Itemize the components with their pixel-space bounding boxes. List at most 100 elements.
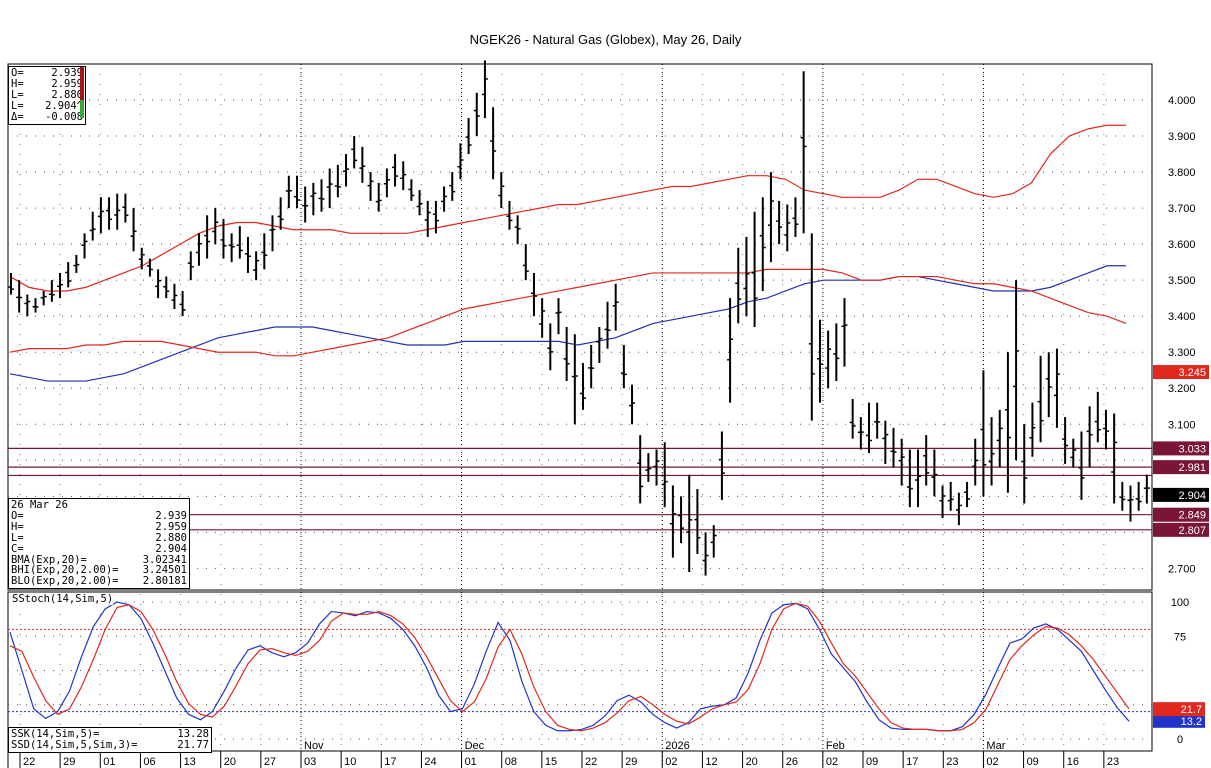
x-month-label: Nov (304, 740, 324, 752)
ohlc-bar (996, 409, 1003, 468)
ohlc-bar (612, 283, 619, 331)
ohlc-bar (1111, 413, 1118, 504)
ohlc-bar (277, 197, 284, 230)
x-tick-label: 15 (545, 756, 557, 768)
x-tick-label: 02 (665, 756, 677, 768)
ohlc-bar (678, 496, 685, 544)
info-box: 26 Mar 26 O= 2.939 H= 2.959 L= 2.880 C= 2.90… (8, 498, 190, 590)
ohlc-bar (988, 417, 995, 486)
ohlc-bar (743, 236, 750, 317)
x-tick-label: 01 (103, 756, 115, 768)
ohlc-bar (849, 399, 856, 439)
x-tick-label: 20 (746, 756, 758, 768)
stoch-value: 13.28 (177, 728, 209, 740)
bma-line (9, 265, 1126, 382)
price-tag: 2.904 (1153, 487, 1209, 502)
y-tick-label: 4.000 (1168, 95, 1196, 107)
chart-frame (7, 63, 1153, 768)
price-bars (8, 60, 1150, 576)
x-month-label: 2026 (665, 740, 689, 752)
ohlc-label: H= (11, 77, 24, 90)
x-tick-label: 22 (23, 756, 35, 768)
price-panel-frame (7, 63, 1153, 591)
ohlc-bar (236, 226, 243, 259)
ohlc-bar (498, 172, 505, 209)
stoch-readout: SSK(14,Sim,5)= 13.28 SSD(14,Sim,5,Sim,3)=… (8, 727, 212, 753)
ohlc-bar (596, 327, 603, 364)
info-value: 2.939 (155, 509, 187, 522)
ohlc-bar (1045, 352, 1052, 418)
ohlc-bar (138, 247, 145, 270)
ohlc-value: 2.939 (51, 67, 83, 79)
stoch-label: SSD(14,Sim,5,Sim,3)= (11, 738, 138, 751)
ohlc-bar (898, 438, 905, 486)
x-tick-label: 09 (1027, 756, 1039, 768)
ohlc-bar (1078, 431, 1085, 500)
x-tick-label: 06 (143, 756, 155, 768)
ohlc-bar (955, 492, 962, 526)
x-tick-label: 10 (344, 756, 356, 768)
ohlc-bar (882, 420, 889, 464)
y-tick-label: 3.800 (1168, 167, 1196, 179)
x-tick-label: 13 (184, 756, 196, 768)
ohlc-bar (620, 345, 627, 389)
price-tags: 3.245 3.033 2.981 2.904 2.849 2.807 13.221.7 (1153, 365, 1209, 728)
ohlc-bar (661, 442, 668, 508)
blo-line (9, 268, 1127, 357)
ohlc-bar (465, 118, 472, 155)
ohlc-bar (130, 208, 137, 252)
ohlc-bar (653, 449, 660, 486)
info-value: 2.959 (155, 520, 187, 533)
stoch-d-tag-label: 21.7 (1181, 704, 1202, 716)
ohlc-value: 2.959 (51, 77, 83, 90)
info-label: L= (11, 531, 24, 544)
price-tag-label: 2.849 (1178, 510, 1206, 522)
ohlc-bar (588, 345, 595, 389)
info-date: 26 Mar 26 (11, 499, 68, 511)
ohlc-value: 2.904^ (45, 99, 83, 112)
stoch-k-tag-bg (1153, 713, 1205, 728)
ohlc-bar (97, 197, 104, 234)
price-tag-label: 3.033 (1178, 443, 1206, 455)
ohlc-bar (514, 215, 521, 245)
ohlc-bar (686, 474, 693, 572)
x-tick-label: 03 (304, 756, 316, 768)
ohlc-bar (212, 208, 219, 245)
ohlc-bar (637, 435, 644, 504)
ohlc-bar (294, 175, 300, 209)
ohlc-bar (915, 449, 922, 508)
ohlc-label: Δ= (11, 110, 24, 123)
ohlc-bar (645, 453, 652, 482)
info-label: O= (11, 509, 24, 522)
y-tick-label: 3.400 (1168, 311, 1196, 323)
ohlc-bar (408, 179, 415, 201)
stoch-title: SStoch(14,Sim,5) (12, 593, 114, 605)
ohlc-bar (73, 254, 80, 273)
y-tick-label: 3.900 (1168, 131, 1196, 143)
ohlc-bar (1086, 406, 1093, 468)
ohlc-label: L= (11, 88, 24, 101)
ohlc-bar (522, 244, 529, 281)
ohlc-value: 2.880 (51, 88, 83, 101)
bhi-line (9, 124, 1126, 292)
ohlc-bar (751, 211, 758, 327)
ohlc-bar (32, 298, 39, 313)
axis-labels: 22 29 01 06 13 20 27 03 10 17 24 01 08 15 22 29 02 12 20 26… (19, 95, 1196, 768)
ohlc-bar (179, 290, 186, 317)
ohlc-bar (1135, 481, 1142, 511)
ohlc-bar (1119, 481, 1126, 511)
ohlc-bar (8, 272, 14, 295)
stoch-y-tick-label: 75 (1174, 631, 1186, 643)
price-tag-label: 2.807 (1178, 525, 1206, 537)
ohlc-bar (547, 323, 554, 371)
ohlc-bar (792, 197, 799, 237)
ohlc-bar (694, 489, 701, 554)
x-tick-label: 23 (1107, 756, 1119, 768)
ohlc-bar (114, 193, 121, 230)
x-tick-label: 02 (826, 756, 838, 768)
ohlc-bar (800, 71, 807, 234)
ohlc-bar (931, 449, 938, 497)
x-tick-label: 29 (625, 756, 637, 768)
ohlc-bar (163, 276, 170, 299)
ohlc-label: L= (11, 99, 24, 112)
